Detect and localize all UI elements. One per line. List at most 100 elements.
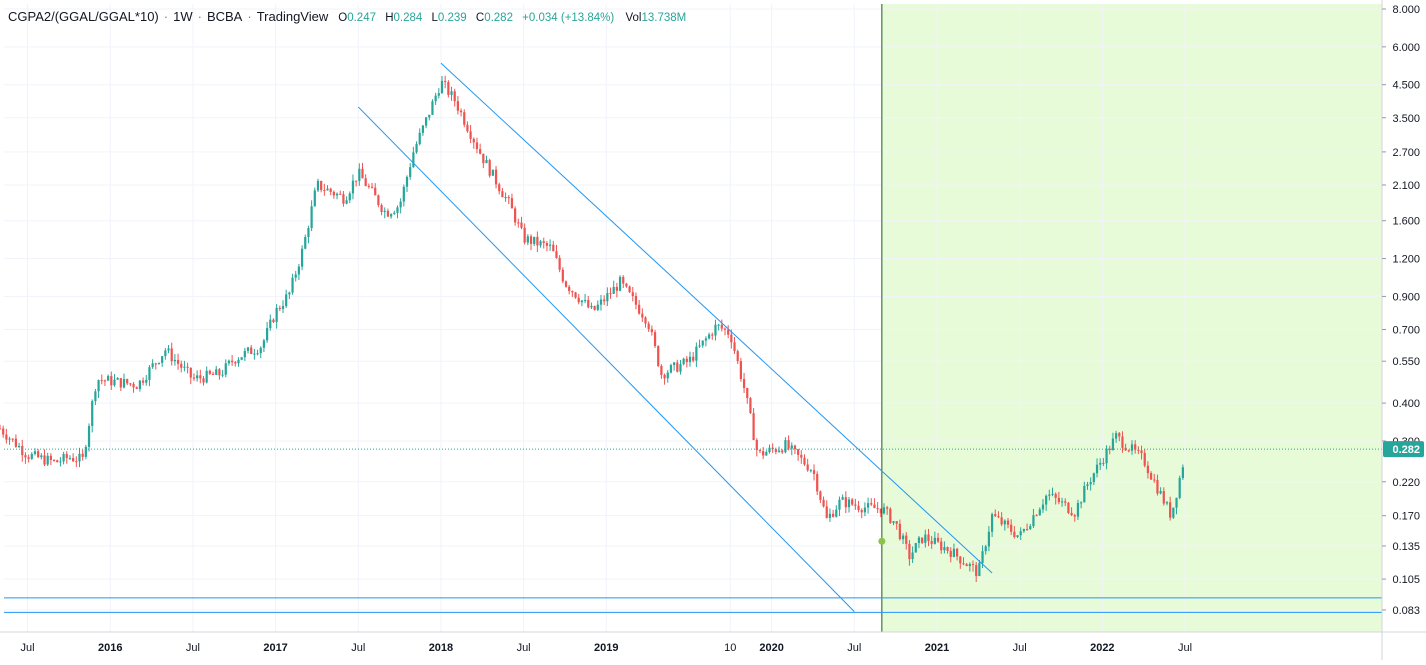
price-axis-label: 8.000 — [1392, 4, 1420, 16]
candle-body — [746, 387, 749, 399]
candle-body — [393, 212, 396, 215]
price-axis-bg — [1382, 0, 1426, 660]
candle — [520, 216, 523, 230]
candle — [657, 345, 660, 368]
candle — [625, 282, 628, 288]
candle — [475, 137, 479, 154]
legend-symbol[interactable]: CGPA2/(GGAL/GGAL*10) — [8, 9, 159, 24]
trend-channel-lower[interactable] — [357, 106, 855, 612]
candle-body — [370, 186, 374, 188]
candle — [348, 191, 351, 204]
candle-body — [453, 91, 456, 102]
candle-body — [297, 266, 301, 275]
candle-body — [2, 428, 5, 435]
candle — [17, 442, 21, 448]
candle — [1181, 464, 1184, 480]
candle-body — [930, 541, 933, 544]
candle-body — [59, 461, 62, 463]
candle-body — [889, 508, 892, 523]
candle-body — [603, 299, 606, 302]
candle — [1111, 432, 1115, 451]
candle — [650, 325, 653, 336]
candle — [208, 369, 211, 376]
candle-body — [1108, 448, 1111, 451]
candle-body — [428, 114, 431, 118]
candle — [765, 450, 768, 456]
candle — [800, 450, 803, 464]
candle-body — [126, 378, 129, 384]
candle-body — [310, 206, 313, 229]
candle-body — [1149, 473, 1153, 480]
candle — [1060, 497, 1064, 507]
candle-body — [558, 257, 561, 270]
price-axis-label: 6.000 — [1392, 42, 1420, 54]
candle — [1134, 440, 1137, 454]
candle — [711, 332, 714, 340]
candle-body — [809, 470, 812, 472]
candle — [892, 521, 895, 526]
candle — [968, 562, 971, 572]
legend-separator: · — [197, 9, 202, 24]
candle — [329, 187, 332, 196]
candle-body — [1064, 501, 1067, 503]
candle-body — [138, 380, 142, 389]
candle — [1162, 487, 1165, 506]
candle-body — [94, 391, 97, 402]
legend-separator: · — [247, 9, 252, 24]
candle-body — [482, 153, 485, 164]
candle-body — [905, 535, 908, 544]
candle — [1064, 498, 1067, 507]
candle-body — [199, 375, 202, 379]
candle — [0, 424, 2, 430]
candle-body — [1035, 515, 1038, 517]
candle-body — [774, 449, 777, 452]
candle — [641, 308, 644, 323]
candle — [825, 500, 828, 519]
candle-body — [555, 251, 558, 258]
candle — [390, 213, 393, 219]
candle — [345, 196, 348, 205]
candle-body — [440, 80, 444, 94]
candle-body — [707, 334, 711, 339]
candle — [1095, 458, 1099, 478]
candle — [755, 438, 758, 457]
candle-body — [52, 459, 56, 461]
candle-body — [812, 470, 816, 474]
candle — [857, 500, 860, 513]
candle — [316, 178, 320, 193]
candle-body — [803, 457, 806, 465]
candle — [917, 535, 921, 549]
last-price-badge-label: 0.282 — [1392, 444, 1420, 456]
candle-body — [1130, 444, 1134, 451]
candle — [110, 371, 113, 390]
price-axis-label: 2.100 — [1392, 180, 1420, 192]
candle — [355, 180, 358, 187]
candle — [275, 304, 278, 329]
candle-body — [329, 188, 332, 192]
candle-body — [1178, 478, 1181, 498]
candle — [701, 340, 704, 348]
candle — [250, 344, 253, 355]
candle-body — [634, 296, 638, 305]
candle — [631, 286, 634, 302]
candle — [285, 289, 288, 308]
time-axis-bg — [0, 632, 1426, 660]
candle-body — [587, 300, 590, 308]
candle-body — [933, 537, 936, 544]
candle-body — [1016, 535, 1019, 537]
candle-body — [1114, 433, 1118, 439]
legend-interval[interactable]: 1W — [173, 9, 193, 24]
candle — [447, 80, 450, 98]
candle-body — [100, 380, 103, 382]
candle — [211, 371, 215, 376]
legend-close-key: C — [475, 12, 485, 24]
candle — [692, 352, 695, 363]
candle — [905, 532, 908, 550]
candle-body — [183, 366, 186, 368]
trend-channel-upper[interactable] — [440, 62, 993, 574]
candle-body — [84, 446, 87, 457]
candle-body — [1169, 502, 1172, 518]
candle-body — [1165, 502, 1169, 504]
